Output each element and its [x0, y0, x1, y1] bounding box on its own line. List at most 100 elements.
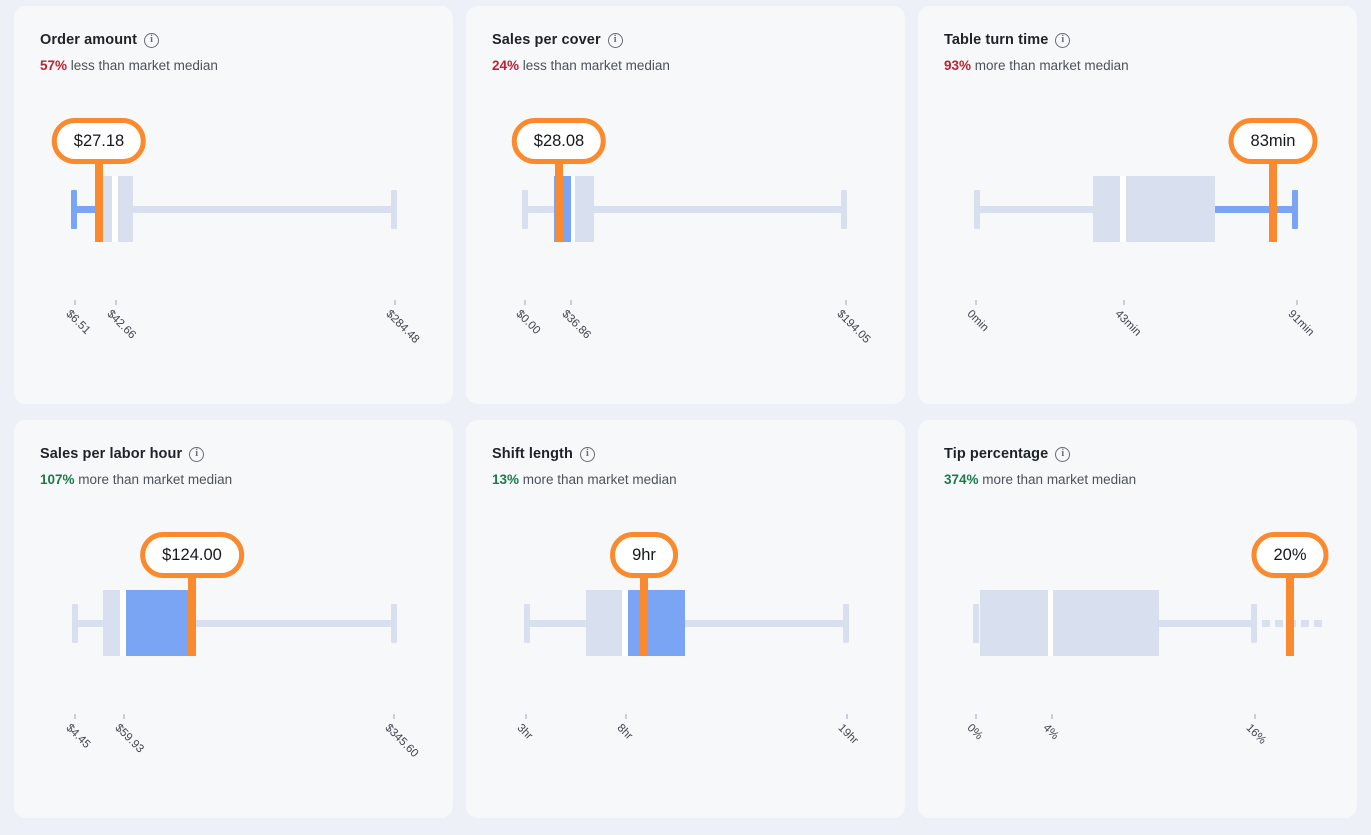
box-right-cap	[841, 190, 847, 229]
metric-card-tip-percentage: Tip percentage i 374% more than market med…	[918, 420, 1357, 818]
info-icon[interactable]: i	[1055, 446, 1071, 462]
card-title: Order amount i	[40, 32, 433, 48]
card-title: Shift length i	[492, 446, 885, 462]
value-callout: 9hr	[610, 532, 678, 578]
median-gap	[1120, 176, 1126, 242]
callout-stem	[95, 159, 103, 242]
box-whisker	[196, 620, 393, 627]
delta-percent: 374%	[944, 472, 979, 487]
outlier-dash	[1314, 620, 1322, 627]
box-segment	[118, 176, 133, 242]
axis-tick	[845, 300, 847, 305]
box-left-cap	[522, 190, 528, 229]
box-right-cap	[1292, 190, 1298, 229]
axis-tick	[524, 300, 526, 305]
outlier-dash	[1301, 620, 1309, 627]
axis-tick	[394, 300, 396, 305]
box-left-cap	[72, 604, 78, 643]
box-whisker	[133, 206, 391, 213]
axis-tick-label: $59.93	[112, 722, 146, 756]
box-whisker	[530, 620, 586, 627]
metric-card-sales-per-cover: Sales per cover i 24% less than market med…	[466, 6, 905, 404]
axis-tick	[625, 714, 627, 719]
card-title: Table turn time i	[944, 32, 1337, 48]
value-callout: 83min	[1228, 118, 1318, 164]
info-icon[interactable]: i	[189, 446, 205, 462]
axis-tick-label: $0.00	[513, 308, 543, 337]
metric-card-shift-length: Shift length i 13% more than market median…	[466, 420, 905, 818]
box-whisker	[1159, 620, 1252, 627]
card-header: Order amount i 57% less than market median	[40, 32, 433, 73]
axis-tick	[1123, 300, 1125, 305]
callout-stem	[1286, 573, 1294, 656]
card-title-text: Shift length	[492, 446, 573, 462]
delta-line: 13% more than market median	[492, 472, 885, 487]
box-right-cap	[843, 604, 849, 643]
delta-text: more than market median	[971, 58, 1129, 73]
box-segment	[628, 590, 685, 656]
axis-tick-label: $4.45	[63, 722, 93, 751]
delta-line: 93% more than market median	[944, 58, 1337, 73]
callout-stem	[555, 159, 563, 242]
box-segment	[980, 590, 1048, 656]
delta-line: 107% more than market median	[40, 472, 433, 487]
box-whisker	[78, 620, 103, 627]
info-icon[interactable]: i	[579, 446, 595, 462]
delta-line: 374% more than market median	[944, 472, 1337, 487]
card-header: Sales per labor hour i 107% more than mark…	[40, 446, 433, 487]
axis-tick-label: $42.66	[104, 308, 138, 342]
box-right-cap	[391, 190, 397, 229]
box-segment	[103, 590, 120, 656]
outlier-dash	[1275, 620, 1283, 627]
axis-tick-label: $345.60	[382, 722, 421, 760]
info-icon[interactable]: i	[1055, 32, 1071, 48]
box-whisker	[980, 206, 1093, 213]
card-title-text: Table turn time	[944, 32, 1049, 48]
callout-stem	[1269, 159, 1277, 242]
axis-tick-label: $194.05	[834, 308, 873, 346]
delta-percent: 93%	[944, 58, 972, 73]
delta-text: more than market median	[74, 472, 233, 487]
box-segment	[586, 590, 622, 656]
axis-tick-label: 19hr	[835, 722, 861, 747]
axis-tick-label: $36.86	[559, 308, 593, 342]
axis-tick-label: 16%	[1243, 722, 1269, 747]
card-header: Tip percentage i 374% more than market med…	[944, 446, 1337, 487]
box-whisker	[685, 620, 845, 627]
axis-tick-label: 0%	[964, 722, 985, 743]
median-gap	[1048, 590, 1053, 656]
axis-tick	[123, 714, 125, 719]
delta-line: 24% less than market median	[492, 58, 885, 73]
card-title-text: Sales per labor hour	[40, 446, 183, 462]
axis-tick	[975, 300, 977, 305]
box-right-cap	[1251, 604, 1257, 643]
axis-tick-label: 4%	[1040, 722, 1061, 743]
box-segment	[126, 590, 196, 656]
axis-tick	[1051, 714, 1053, 719]
card-header: Sales per cover i 24% less than market med…	[492, 32, 885, 73]
metric-card-table-turn-time: Table turn time i 93% more than market med…	[918, 6, 1357, 404]
box-segment	[575, 176, 594, 242]
axis-tick-label: 3hr	[514, 722, 535, 743]
box-segment	[1093, 176, 1120, 242]
card-header: Table turn time i 93% more than market med…	[944, 32, 1337, 73]
box-segment	[1053, 590, 1159, 656]
info-icon[interactable]: i	[144, 32, 160, 48]
delta-text: less than market median	[67, 58, 218, 73]
axis-tick	[1296, 300, 1298, 305]
card-header: Shift length i 13% more than market median	[492, 446, 885, 487]
delta-text: more than market median	[519, 472, 677, 487]
axis-tick-label: $284.48	[383, 308, 422, 346]
delta-percent: 107%	[40, 472, 75, 487]
delta-percent: 13%	[492, 472, 520, 487]
median-gap	[112, 176, 118, 242]
callout-stem	[640, 573, 648, 656]
info-icon[interactable]: i	[607, 32, 623, 48]
card-title: Sales per cover i	[492, 32, 885, 48]
box-whisker	[77, 206, 103, 213]
median-gap	[571, 176, 575, 242]
axis-tick	[1254, 714, 1256, 719]
median-gap	[622, 590, 628, 656]
axis-tick-label: 0min	[964, 308, 991, 335]
